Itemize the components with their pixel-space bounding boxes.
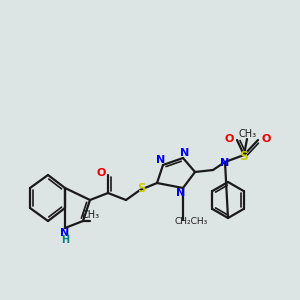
- Text: CH₂CH₃: CH₂CH₃: [174, 218, 208, 226]
- Text: O: O: [224, 134, 234, 144]
- Text: CH₃: CH₃: [82, 210, 100, 220]
- Text: CH₃: CH₃: [239, 129, 257, 139]
- Text: N: N: [176, 188, 186, 198]
- Text: N: N: [60, 228, 70, 238]
- Text: O: O: [96, 168, 106, 178]
- Text: N: N: [156, 155, 166, 165]
- Text: H: H: [61, 235, 69, 245]
- Text: N: N: [220, 158, 230, 168]
- Text: S: S: [239, 149, 248, 163]
- Text: O: O: [261, 134, 271, 144]
- Text: N: N: [180, 148, 190, 158]
- Text: S: S: [137, 182, 145, 196]
